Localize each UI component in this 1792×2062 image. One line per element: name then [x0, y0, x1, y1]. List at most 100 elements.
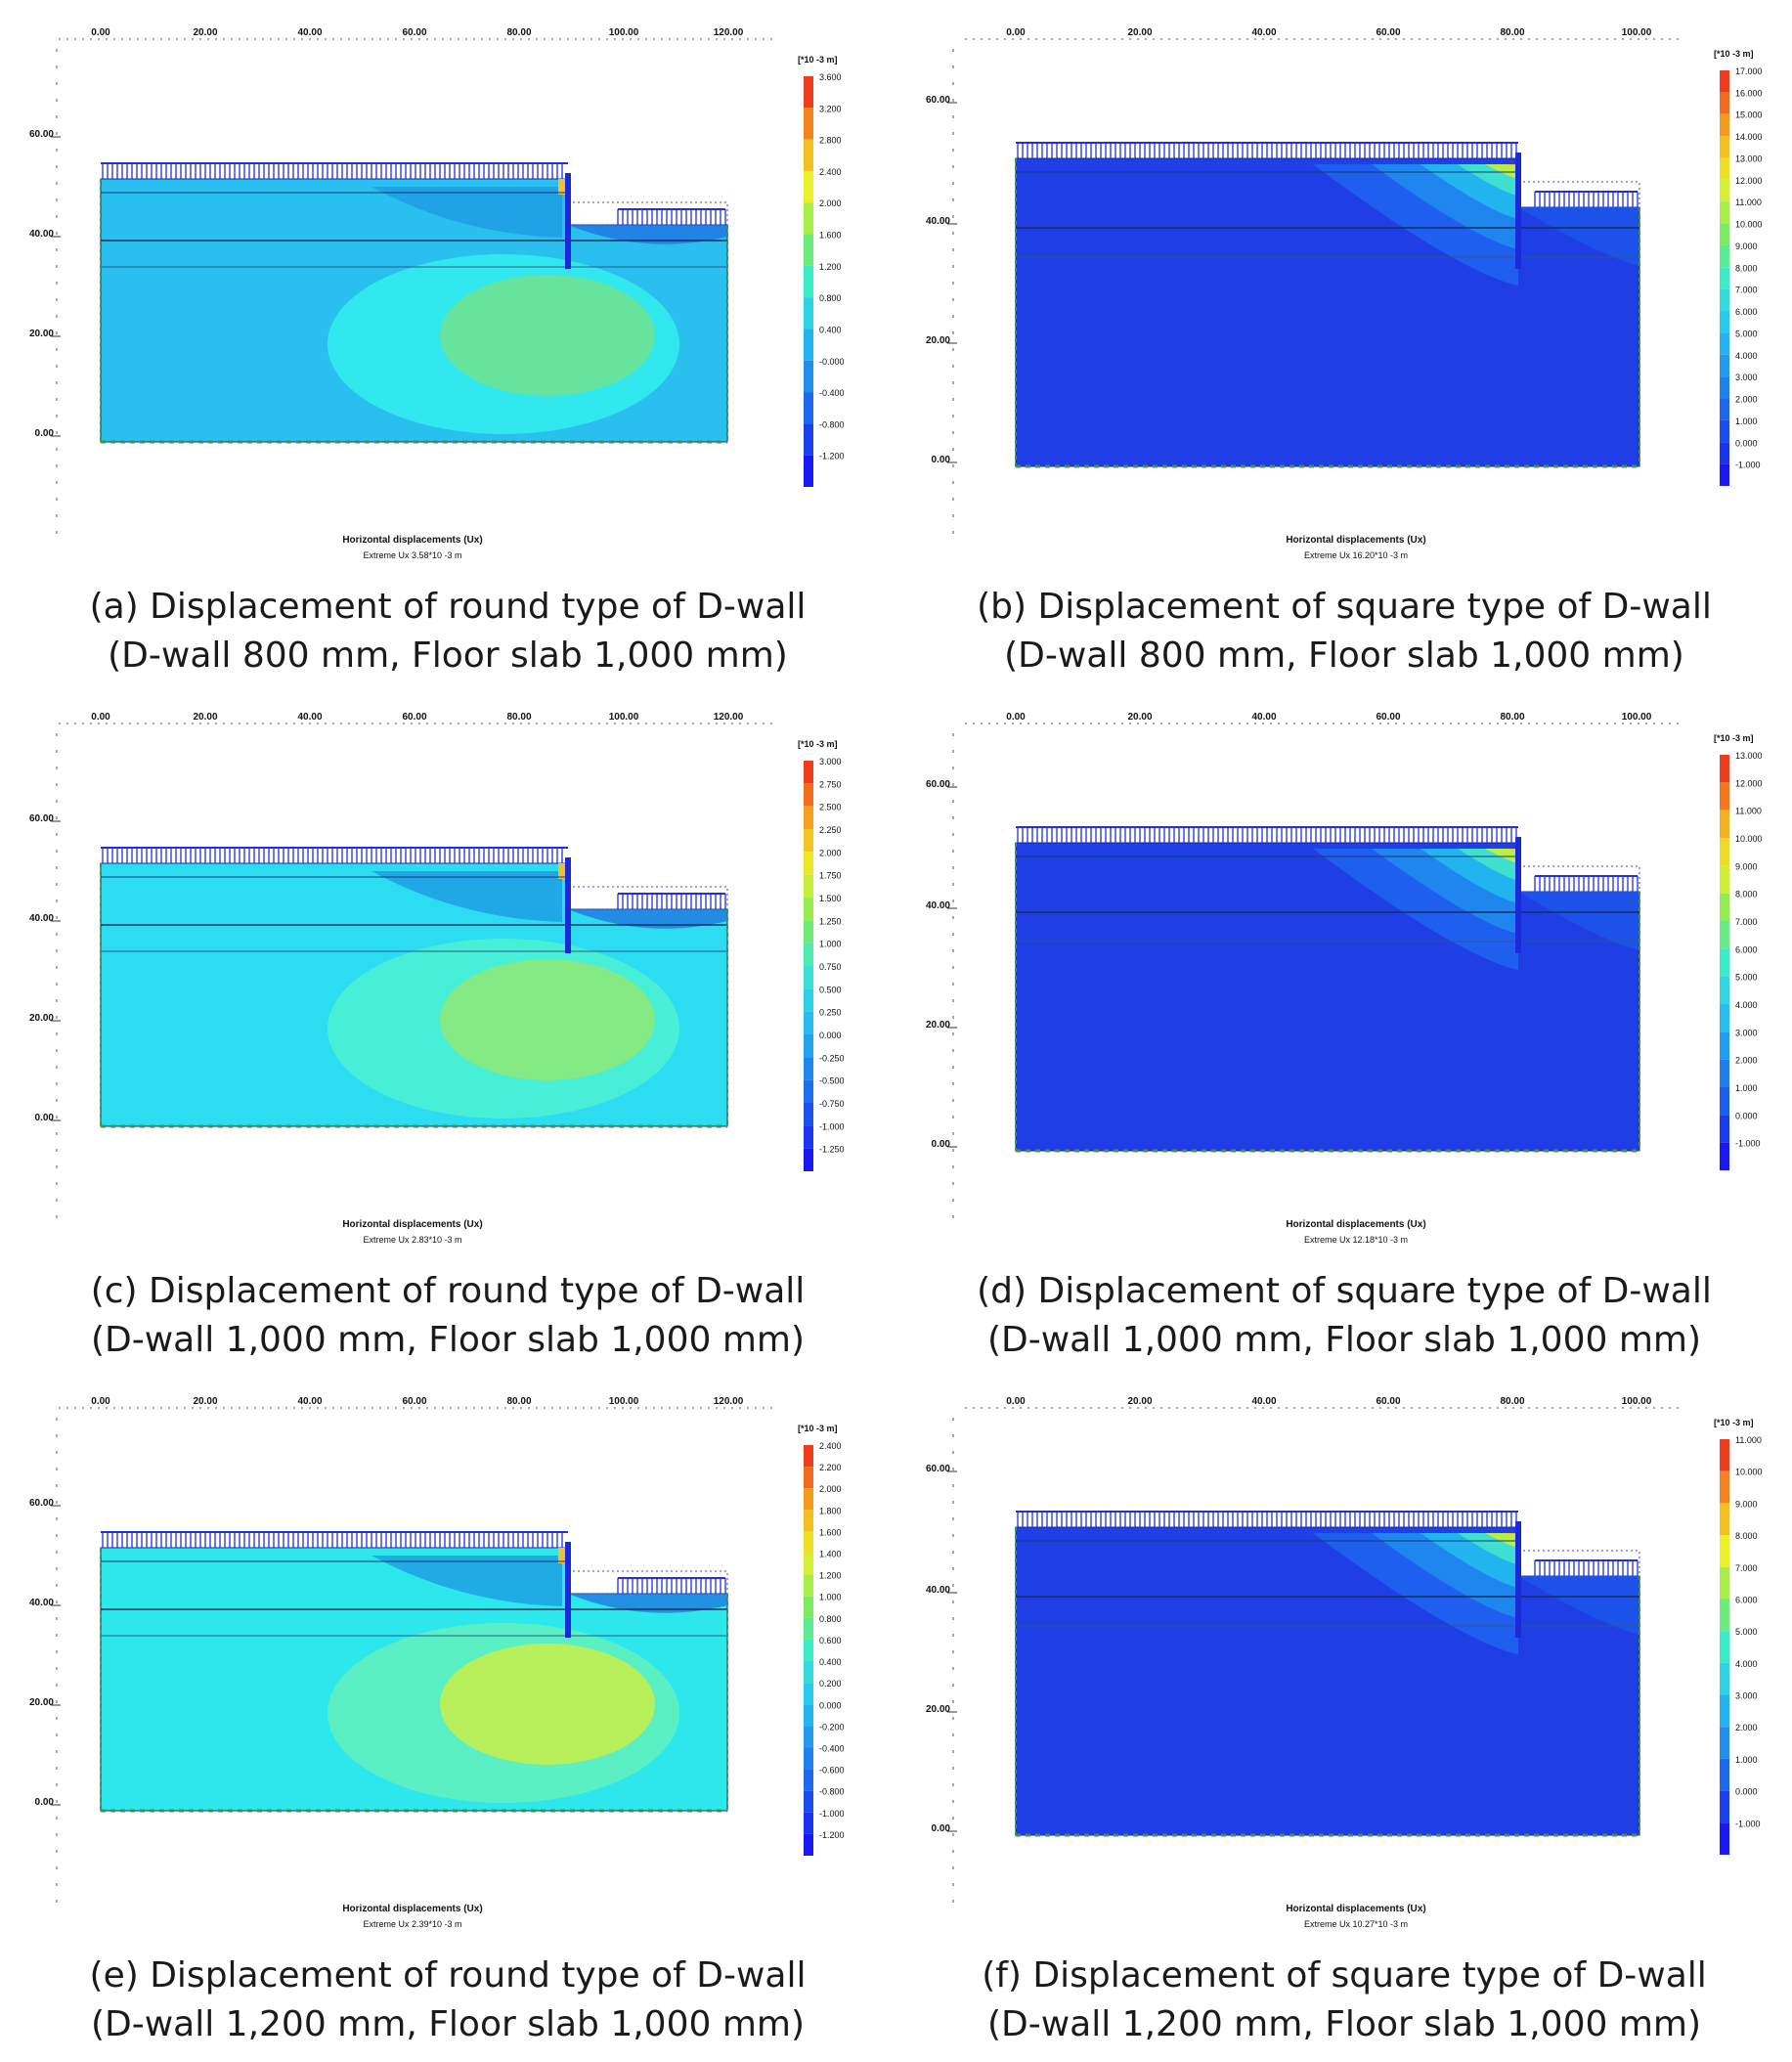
plot-title: Horizontal displacements (Ux)	[1286, 535, 1425, 546]
x-tick-label: 120.00	[714, 1396, 744, 1407]
legend-value: 1.400	[819, 1550, 842, 1559]
x-tick-label: 40.00	[1251, 712, 1276, 723]
legend-value: 2.000	[1735, 1723, 1758, 1733]
d-wall	[1515, 1521, 1521, 1638]
legend-value: 11.000	[1735, 197, 1762, 207]
x-tick-label: 100.00	[1622, 1396, 1652, 1407]
legend-value: 9.000	[1735, 1499, 1758, 1509]
legend-value: 0.000	[1735, 1111, 1758, 1120]
legend-swatch	[804, 898, 813, 921]
legend-swatch	[804, 1704, 813, 1727]
legend-value: 0.800	[819, 1614, 842, 1624]
legend-swatch	[804, 1574, 813, 1597]
panel-f: 0.00 20.00 40.00 60.00 80.00 100.00 60.00 40.00…	[896, 1369, 1792, 2056]
caption-line-1: (a) Displacement of round type of D-wall	[89, 587, 807, 627]
contour-zone-toe	[1518, 207, 1639, 266]
contour-zone-peak	[516, 1666, 618, 1733]
y-tick-label: 40.00	[29, 913, 54, 924]
x-tick-label: 80.00	[1500, 27, 1524, 38]
legend-unit: [*10 -3 m]	[1714, 733, 1754, 743]
x-tick-label: 40.00	[297, 1396, 322, 1407]
contour-zone-toe	[568, 909, 727, 929]
x-tick-label: 80.00	[1500, 712, 1524, 723]
legend-value: -0.800	[819, 1787, 845, 1797]
panel-caption: (b) Displacement of square type of D-wal…	[896, 583, 1792, 680]
legend-value: 0.000	[1735, 438, 1758, 448]
y-tick-label: 60.00	[926, 779, 950, 790]
legend-value: 1.750	[819, 871, 842, 881]
panel-b: 0.00 20.00 40.00 60.00 80.00 100.00 60.00 40.00…	[896, 0, 1792, 687]
legend-swatch	[804, 1034, 813, 1058]
legend-value: 5.000	[1735, 1627, 1758, 1637]
x-tick-label: 20.00	[193, 1396, 217, 1407]
legend-value: 2.000	[819, 198, 842, 208]
legend-swatch	[804, 1148, 813, 1171]
x-tick-label: 80.00	[1500, 1396, 1524, 1407]
legend-swatch	[804, 1769, 813, 1791]
legend-value: 1.000	[1735, 1083, 1758, 1093]
legend-swatch	[804, 329, 813, 361]
legend-swatch	[1720, 1566, 1729, 1600]
legend-value: -0.800	[819, 419, 845, 429]
x-tick-label: 80.00	[506, 27, 531, 38]
contour-zone-toe	[1518, 1576, 1639, 1635]
legend-value: 0.800	[819, 293, 842, 303]
legend-value: 1.200	[819, 1571, 842, 1581]
y-tick-label: 0.00	[932, 1139, 951, 1150]
legend-swatch	[804, 874, 813, 898]
contour-zone-toe	[1518, 892, 1639, 950]
legend-swatch	[1720, 1439, 1729, 1471]
x-tick-label: 0.00	[91, 712, 110, 723]
legend-value: 5.000	[1735, 973, 1758, 983]
y-tick-label: 0.00	[35, 1113, 55, 1123]
legend-value: 2.250	[819, 825, 842, 835]
legend-value: 0.500	[819, 985, 842, 994]
legend-swatch	[1720, 1822, 1729, 1855]
legend-value: 2.000	[1735, 1056, 1758, 1066]
legend-swatch	[1720, 1470, 1729, 1504]
legend-swatch	[1720, 442, 1729, 464]
x-tick-label: 40.00	[1251, 1396, 1276, 1407]
caption-line-1: (d) Displacement of square type of D-wal…	[977, 1271, 1712, 1311]
soil-domain	[1015, 842, 1640, 1152]
legend-value: 7.000	[1735, 285, 1758, 295]
legend-swatch	[804, 1553, 813, 1575]
legend-value: -1.000	[819, 1809, 845, 1819]
legend-value: 3.200	[819, 104, 842, 113]
legend-swatch	[1720, 893, 1729, 921]
legend-value: 15.000	[1735, 110, 1763, 120]
legend-value: 0.400	[819, 325, 842, 334]
y-tick-label: 60.00	[926, 95, 950, 106]
y-tick-label: 60.00	[29, 813, 54, 824]
y-tick-label: 20.00	[926, 1704, 950, 1715]
y-tick-label: 0.00	[35, 1797, 55, 1808]
legend-swatch	[1720, 419, 1729, 443]
legend-value: 4.000	[1735, 1000, 1758, 1010]
legend-swatch	[804, 1596, 813, 1618]
legend-swatch	[1720, 1599, 1729, 1632]
legend-swatch	[804, 1812, 813, 1834]
legend-swatch	[1720, 1087, 1729, 1116]
legend-value: 7.000	[1735, 917, 1758, 927]
legend-swatch	[1720, 921, 1729, 949]
y-tick-label: 20.00	[29, 1013, 54, 1024]
legend-value: 1.000	[819, 1593, 842, 1602]
legend-value: 4.000	[1735, 351, 1758, 361]
y-tick-label: 40.00	[926, 216, 950, 227]
x-tick-label: 120.00	[714, 27, 744, 38]
x-tick-label: 60.00	[402, 27, 426, 38]
legend-swatch	[1720, 1758, 1729, 1791]
legend-value: -0.600	[819, 1766, 845, 1776]
legend-value: 3.600	[819, 72, 842, 82]
legend-swatch	[1720, 157, 1729, 180]
legend-value: 6.000	[1735, 307, 1758, 317]
legend-value: 0.250	[819, 1008, 842, 1018]
legend-swatch	[804, 423, 813, 456]
legend-swatch	[1720, 1535, 1729, 1567]
y-tick-label: 20.00	[29, 329, 54, 339]
contour-plot-f: 0.00 20.00 40.00 60.00 80.00 100.00 60.00 40.00…	[926, 1396, 1763, 1929]
legend-value: 0.200	[819, 1679, 842, 1689]
legend-swatch	[804, 1661, 813, 1684]
contour-zone-toe	[568, 1594, 727, 1613]
x-tick-label: 60.00	[1376, 1396, 1400, 1407]
